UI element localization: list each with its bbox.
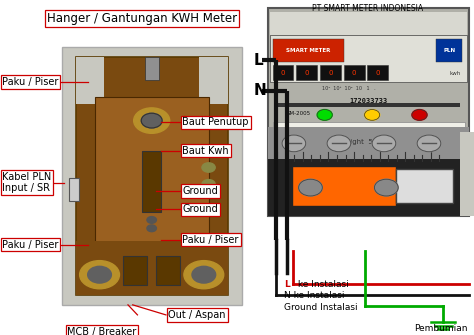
Text: Kabel PLN
Input / SR: Kabel PLN Input / SR: [2, 172, 52, 193]
Text: 0: 0: [304, 70, 309, 76]
FancyBboxPatch shape: [292, 166, 396, 206]
Circle shape: [327, 135, 351, 152]
Circle shape: [134, 108, 170, 133]
FancyBboxPatch shape: [460, 132, 474, 216]
FancyBboxPatch shape: [296, 65, 317, 80]
Circle shape: [202, 180, 215, 189]
Text: N: N: [254, 83, 266, 98]
Circle shape: [192, 266, 216, 283]
Text: Baut Kwh: Baut Kwh: [182, 146, 229, 156]
Text: kwh: kwh: [449, 71, 461, 75]
FancyBboxPatch shape: [69, 178, 79, 201]
Text: Pembumian: Pembumian: [414, 325, 467, 333]
FancyBboxPatch shape: [270, 35, 467, 82]
Text: MCB / Breaker: MCB / Breaker: [67, 327, 137, 335]
FancyBboxPatch shape: [277, 103, 460, 107]
FancyBboxPatch shape: [156, 256, 180, 285]
FancyBboxPatch shape: [76, 241, 228, 295]
Text: 0: 0: [281, 70, 285, 76]
Text: PT SMART METER INDONESIA: PT SMART METER INDONESIA: [312, 4, 423, 13]
Text: Out / Aspan: Out / Aspan: [168, 310, 226, 320]
Text: Hanger / Gantungan KWH Meter: Hanger / Gantungan KWH Meter: [47, 12, 237, 25]
Text: SMART METER: SMART METER: [286, 48, 330, 53]
Text: N ke Instalasi: N ke Instalasi: [284, 291, 345, 300]
FancyBboxPatch shape: [273, 122, 465, 162]
FancyBboxPatch shape: [268, 159, 469, 216]
Circle shape: [317, 110, 332, 120]
FancyBboxPatch shape: [123, 256, 147, 285]
FancyBboxPatch shape: [145, 57, 159, 80]
FancyBboxPatch shape: [436, 39, 462, 62]
Text: L: L: [284, 280, 290, 288]
Text: Paku / Piser: Paku / Piser: [182, 234, 239, 245]
FancyBboxPatch shape: [268, 8, 469, 216]
FancyBboxPatch shape: [76, 57, 228, 295]
FancyBboxPatch shape: [142, 151, 161, 212]
FancyBboxPatch shape: [367, 65, 388, 80]
Text: Ground: Ground: [182, 186, 218, 196]
FancyBboxPatch shape: [268, 127, 469, 159]
Text: PLN: PLN: [443, 48, 455, 53]
Circle shape: [299, 179, 322, 196]
FancyBboxPatch shape: [396, 169, 453, 203]
FancyBboxPatch shape: [273, 39, 344, 62]
FancyBboxPatch shape: [76, 57, 104, 104]
FancyBboxPatch shape: [270, 12, 467, 35]
FancyBboxPatch shape: [344, 65, 365, 80]
Text: Baut Penutup: Baut Penutup: [182, 117, 249, 127]
Circle shape: [184, 261, 224, 289]
Text: ke Instalasi: ke Instalasi: [295, 280, 348, 288]
FancyBboxPatch shape: [62, 47, 242, 305]
Text: 0: 0: [375, 70, 380, 76]
Circle shape: [372, 135, 396, 152]
Text: SM-2005: SM-2005: [287, 112, 311, 116]
Text: 0: 0: [352, 70, 356, 76]
Circle shape: [202, 163, 215, 172]
Circle shape: [365, 110, 380, 120]
FancyBboxPatch shape: [273, 65, 293, 80]
Text: Ground: Ground: [182, 204, 218, 214]
Circle shape: [147, 225, 156, 232]
Text: L: L: [254, 53, 263, 68]
Text: bright  515401: bright 515401: [343, 139, 394, 145]
Text: Paku / Piser: Paku / Piser: [2, 77, 59, 87]
Text: Paku / Piser: Paku / Piser: [2, 240, 59, 250]
Circle shape: [417, 135, 441, 152]
Circle shape: [141, 113, 162, 128]
Text: Ground Instalasi: Ground Instalasi: [284, 303, 358, 312]
FancyBboxPatch shape: [95, 97, 209, 261]
Circle shape: [374, 179, 398, 196]
Circle shape: [88, 266, 111, 283]
Circle shape: [412, 110, 427, 120]
Circle shape: [147, 217, 156, 223]
FancyBboxPatch shape: [199, 57, 228, 104]
Text: 0: 0: [328, 70, 333, 76]
Text: 172033733: 172033733: [349, 97, 388, 104]
Circle shape: [80, 261, 119, 289]
FancyBboxPatch shape: [320, 65, 341, 80]
Text: 10⁴  10³  10²  10   1   .: 10⁴ 10³ 10² 10 1 .: [321, 86, 375, 91]
Circle shape: [282, 135, 306, 152]
